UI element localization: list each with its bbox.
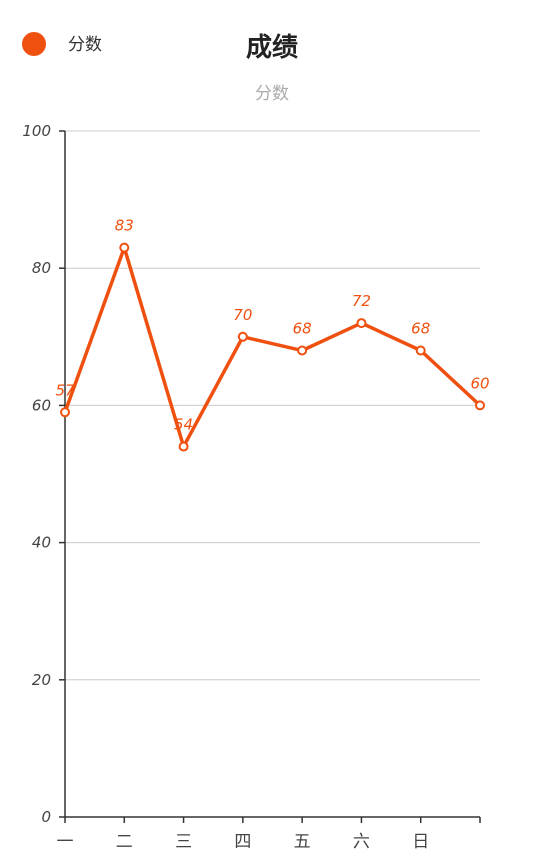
data-point[interactable] bbox=[178, 441, 189, 452]
x-tick-label: 日 bbox=[412, 832, 429, 852]
x-tick-label: 一 bbox=[57, 832, 74, 852]
chart-title: 成绩 bbox=[246, 33, 298, 63]
legend-marker[interactable] bbox=[22, 32, 46, 56]
y-tick-label: 0 bbox=[41, 808, 51, 826]
data-point[interactable] bbox=[475, 400, 485, 411]
x-tick-label: 六 bbox=[353, 832, 370, 852]
y-tick-label: 100 bbox=[22, 122, 51, 140]
x-axis-ticks: 一二三四五六日 bbox=[57, 817, 481, 852]
data-label: 72 bbox=[352, 292, 371, 310]
x-tick-label: 二 bbox=[116, 832, 133, 852]
data-point[interactable] bbox=[119, 242, 130, 253]
data-label: 83 bbox=[115, 217, 134, 235]
data-points bbox=[60, 242, 485, 452]
data-point[interactable] bbox=[60, 407, 70, 418]
data-label: 54 bbox=[174, 416, 193, 434]
x-tick-label: 四 bbox=[234, 832, 251, 852]
data-point[interactable] bbox=[297, 345, 308, 356]
grid-lines bbox=[65, 130, 480, 681]
data-label: 68 bbox=[411, 320, 430, 338]
y-tick-label: 80 bbox=[32, 259, 51, 277]
y-axis-ticks: 0 20 40 60 80 100 bbox=[22, 122, 65, 826]
x-tick-label: 五 bbox=[294, 832, 311, 852]
y-tick-label: 20 bbox=[32, 671, 51, 689]
data-point[interactable] bbox=[356, 318, 367, 329]
data-label: 60 bbox=[470, 374, 489, 392]
data-label: 57 bbox=[55, 381, 75, 399]
legend-label[interactable]: 分数 bbox=[68, 35, 102, 55]
data-point[interactable] bbox=[415, 345, 426, 356]
data-label: 70 bbox=[233, 306, 252, 324]
chart-subtitle: 分数 bbox=[255, 84, 289, 104]
y-tick-label: 60 bbox=[32, 396, 51, 414]
data-point[interactable] bbox=[237, 331, 248, 342]
y-tick-label: 40 bbox=[32, 534, 51, 552]
data-label: 68 bbox=[293, 320, 312, 338]
data-labels: 57 83 54 70 68 72 68 60 bbox=[55, 217, 489, 434]
series-line bbox=[63, 245, 482, 449]
x-tick-label: 三 bbox=[175, 832, 192, 852]
